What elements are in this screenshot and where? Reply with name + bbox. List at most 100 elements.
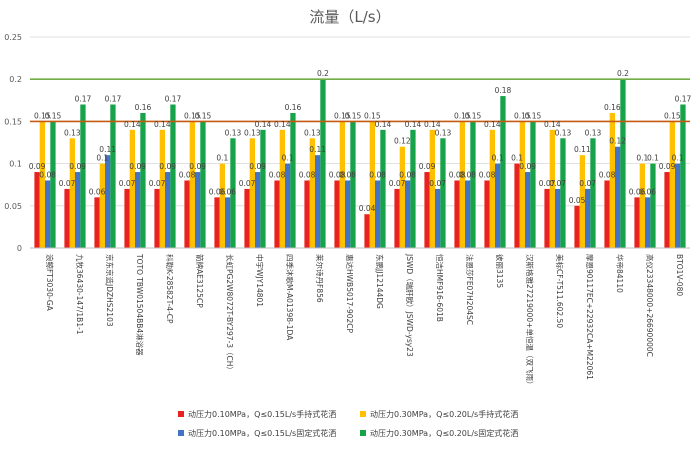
bar [495,163,501,248]
bar-data-label: 0.13 [555,128,572,137]
bar-data-label: 0.1 [672,154,684,163]
y-tick-label: 0.2 [9,75,22,84]
bar [399,146,405,248]
bars [34,79,686,249]
bar-data-label: 0.1 [216,154,228,163]
bar-data-label: 0.15 [345,111,362,120]
bar-data-label: 0.09 [129,162,146,171]
bar [675,163,681,248]
bar [615,146,621,248]
x-category-label: 惠达HWB5017-902CP [345,254,355,334]
legend-swatch [360,430,366,436]
bar-data-label: 0.15 [364,111,381,120]
bar-data-label: 0.09 [189,162,206,171]
bar-data-label: 0.06 [629,187,646,196]
x-category-label: 美标CF-T511.602.50 [555,254,565,328]
bar-data-label: 0.14 [255,120,272,129]
legend-label: 动压力0.10MPa，Q≤0.15L/s手持式花洒 [188,409,336,419]
bar-data-label: 0.13 [64,128,81,137]
bar [214,197,220,248]
legend-label: 动压力0.10MPa，Q≤0.15L/s固定式花洒 [188,428,336,438]
bar [454,180,460,248]
bar-data-label: 0.17 [105,95,122,104]
bar [579,155,585,248]
bar-data-label: 0.16 [285,103,302,112]
bar [129,129,135,248]
legend-swatch [360,411,366,417]
bar [405,180,411,248]
bar-data-label: 0.08 [179,170,196,179]
x-category-label: 浪鲸FT3030-GA [45,254,55,312]
bar-data-label: 0.15 [514,111,531,120]
legend: 动压力0.10MPa，Q≤0.15L/s手持式花洒动压力0.30MPa，Q≤0.… [178,409,518,438]
bar [339,121,345,248]
bar-data-label: 0.13 [585,128,602,137]
bar-data-label: 0.15 [45,111,62,120]
bar-data-label: 0.09 [659,162,676,171]
bar [225,197,231,248]
x-category-label: 摩恩90117EC+22932CA+M22061 [585,254,595,380]
bar-data-label: 0.17 [75,95,92,104]
bar [574,205,580,248]
bar-data-label: 0.09 [249,162,266,171]
bar-data-label: 0.14 [154,120,171,129]
bar-data-label: 0.15 [184,111,201,120]
y-tick-label: 0.25 [4,33,22,42]
legend-label: 动压力0.30MPa，Q≤0.20L/s固定式花洒 [370,428,518,438]
bar [514,163,520,248]
bar-data-label: 0.08 [329,170,346,179]
bar [105,155,111,248]
x-category-label: 九牧36430-147/1B1-1 [75,254,85,335]
bar [620,79,626,248]
bar-data-label: 0.15 [664,111,681,120]
bar-data-label: 0.15 [525,111,542,120]
x-category-label: 汉斯格雅27219000+单恒温（双飞雨） [525,254,535,388]
bar-data-label: 0.07 [389,179,406,188]
bar-data-label: 0.09 [69,162,86,171]
bar-data-label: 0.13 [435,128,452,137]
bar [279,129,285,248]
bar [189,121,195,248]
bar [609,112,615,249]
bar [315,155,321,248]
bar-data-label: 0.08 [269,170,286,179]
bar-data-label: 0.17 [675,95,692,104]
bar-data-label: 0.08 [599,170,616,179]
bar [320,79,326,248]
bar-data-label: 0.07 [429,179,446,188]
bar [195,172,201,248]
bar-data-label: 0.06 [219,187,236,196]
bar-data-label: 0.1 [282,154,294,163]
bar-data-label: 0.06 [89,187,106,196]
bar [544,188,550,248]
bar [525,172,531,248]
bar-data-label: 0.07 [549,179,566,188]
bar-data-label: 0.14 [124,120,141,129]
bar [530,121,536,248]
bar-data-label: 0.1 [636,154,648,163]
bar [424,172,430,248]
bar-data-label: 0.2 [617,69,629,78]
bar-data-label: 0.07 [149,179,166,188]
bar-data-label: 0.08 [479,170,496,179]
chart-title: 流量（L/s） [309,8,390,26]
bar-data-label: 0.14 [274,120,291,129]
bar [135,172,141,248]
bar-data-label: 0.13 [304,128,321,137]
bar [440,138,446,248]
x-axis: 浪鲸FT3030-GA 九牧36430-147/1B1-1 京东京造JDZHS210… [30,247,690,388]
bar-data-label: 0.07 [239,179,256,188]
bar-data-label: 0.09 [519,162,536,171]
bar-data-label: 0.07 [579,179,596,188]
bar [380,129,386,248]
bar-data-label: 0.13 [244,128,261,137]
bar-data-label: 0.08 [459,170,476,179]
y-tick-label: 0.15 [4,117,22,126]
bar-data-label: 0.16 [604,103,621,112]
bar [669,121,675,248]
bar [200,121,206,248]
bar-data-label: 0.08 [39,170,56,179]
bar-data-label: 0.15 [195,111,212,120]
bar [45,180,51,248]
